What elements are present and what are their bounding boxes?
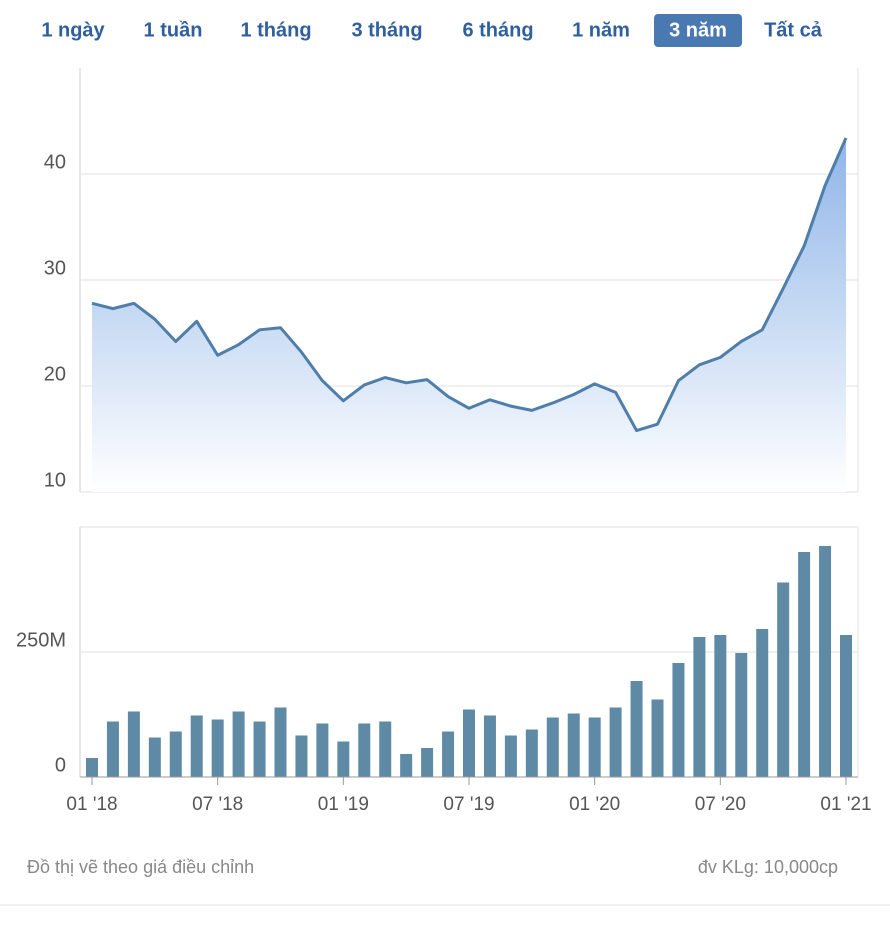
- volume-bar: [253, 721, 266, 777]
- volume-bar: [777, 582, 790, 777]
- x-tick-label: 07 '20: [695, 794, 746, 815]
- volume-bar: [148, 737, 161, 777]
- x-tick-label: 07 '19: [443, 794, 494, 815]
- tab[interactable]: 6 tháng: [462, 19, 533, 41]
- y-tick-label: 250M: [16, 629, 66, 651]
- volume-bar: [169, 731, 182, 777]
- volume-bar: [400, 754, 413, 777]
- volume-bar: [630, 681, 643, 777]
- range-tabs: 1 ngày 1 tuần 1 tháng 3 tháng 6 tháng 1 năm 3 …: [41, 14, 823, 47]
- charts: 10 20 30 40 0 250M 01 '18 07 '18 01 '19 07 '19 01 …: [16, 68, 872, 815]
- tab[interactable]: 3 tháng: [351, 19, 422, 41]
- tab[interactable]: 1 năm: [572, 19, 630, 41]
- volume-bar: [693, 637, 706, 777]
- volume-bar: [567, 713, 580, 777]
- volume-bar: [232, 711, 245, 777]
- y-tick-label: 30: [44, 257, 66, 279]
- volume-bar: [735, 653, 748, 777]
- y-tick-label: 20: [44, 363, 66, 385]
- volume-bar: [274, 707, 287, 777]
- volume-bar: [483, 715, 496, 777]
- volume-bar: [358, 723, 371, 777]
- tab[interactable]: Tất cả: [764, 19, 823, 41]
- footer-note: Đồ thị vẽ theo giá điều chỉnh: [27, 857, 254, 877]
- x-tick-label: 01 '18: [66, 794, 117, 815]
- x-tick-label: 01 '20: [569, 794, 620, 815]
- x-tick-label: 07 '18: [192, 794, 243, 815]
- volume-bar: [86, 758, 98, 777]
- tab[interactable]: 1 tháng: [240, 19, 311, 41]
- tab[interactable]: 1 ngày: [41, 19, 105, 41]
- volume-bar: [190, 715, 203, 777]
- volume-bar: [463, 709, 475, 777]
- y-tick-label: 0: [55, 754, 66, 776]
- price-area: [92, 137, 846, 492]
- price-line: [91, 137, 848, 433]
- volume-bar: [672, 663, 685, 777]
- volume-bar: [127, 711, 140, 777]
- y-tick-label: 10: [44, 469, 66, 491]
- volume-bar: [211, 719, 224, 777]
- volume-bar: [525, 729, 538, 777]
- volume-bar: [106, 721, 119, 777]
- volume-bar: [651, 699, 664, 777]
- volume-bar: [295, 735, 308, 777]
- tab[interactable]: 3 năm: [669, 19, 727, 41]
- volume-bar: [316, 723, 329, 777]
- volume-bar: [714, 635, 727, 777]
- x-tick-label: 01 '19: [318, 794, 369, 815]
- volume-bar: [609, 707, 622, 777]
- volume-bar: [379, 721, 392, 777]
- volume-bar: [337, 741, 350, 777]
- volume-bar: [588, 717, 601, 777]
- volume-bar: [819, 546, 832, 777]
- volume-bar: [442, 731, 455, 777]
- volume-bar: [840, 635, 852, 777]
- volume-bar: [546, 717, 559, 777]
- volume-bar: [421, 748, 434, 777]
- volume-bar: [798, 552, 811, 777]
- footer-unit: đv KLg: 10,000cp: [698, 857, 838, 877]
- y-tick-label: 40: [44, 151, 66, 173]
- x-tick-label: 01 '21: [820, 794, 871, 815]
- tab-active-bg: [654, 14, 742, 47]
- volume-bar: [756, 629, 769, 777]
- volume-bar: [504, 735, 517, 777]
- tab[interactable]: 1 tuần: [144, 19, 203, 41]
